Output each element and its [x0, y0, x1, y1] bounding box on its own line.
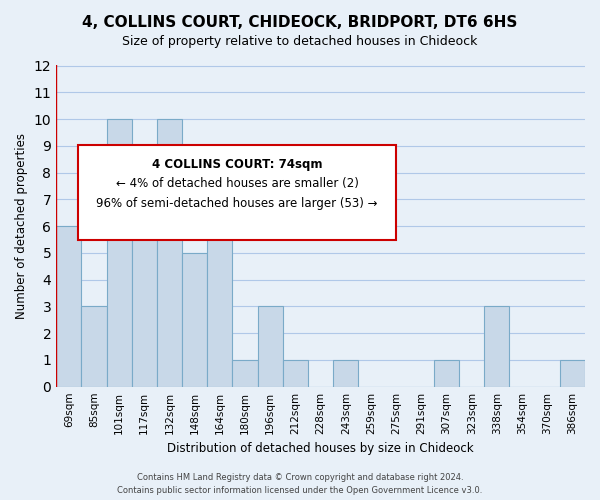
Bar: [232, 360, 257, 386]
Bar: [182, 253, 207, 386]
Text: Size of property relative to detached houses in Chideock: Size of property relative to detached ho…: [122, 35, 478, 48]
Text: 4, COLLINS COURT, CHIDEOCK, BRIDPORT, DT6 6HS: 4, COLLINS COURT, CHIDEOCK, BRIDPORT, DT…: [82, 15, 518, 30]
Text: 96% of semi-detached houses are larger (53) →: 96% of semi-detached houses are larger (…: [96, 198, 378, 210]
Text: Contains public sector information licensed under the Open Government Licence v3: Contains public sector information licen…: [118, 486, 482, 495]
Bar: [257, 306, 283, 386]
Text: ← 4% of detached houses are smaller (2): ← 4% of detached houses are smaller (2): [116, 178, 358, 190]
Bar: [157, 119, 182, 386]
Bar: [107, 119, 132, 386]
Bar: [333, 360, 358, 386]
Bar: [132, 172, 157, 386]
Bar: [434, 360, 459, 386]
Y-axis label: Number of detached properties: Number of detached properties: [15, 133, 28, 319]
X-axis label: Distribution of detached houses by size in Chideock: Distribution of detached houses by size …: [167, 442, 474, 455]
Bar: [283, 360, 308, 386]
Bar: [560, 360, 585, 386]
Bar: [484, 306, 509, 386]
Text: Contains HM Land Registry data © Crown copyright and database right 2024.: Contains HM Land Registry data © Crown c…: [137, 474, 463, 482]
Bar: [56, 226, 82, 386]
Bar: [82, 306, 107, 386]
Text: 4 COLLINS COURT: 74sqm: 4 COLLINS COURT: 74sqm: [152, 158, 322, 170]
Bar: [207, 226, 232, 386]
